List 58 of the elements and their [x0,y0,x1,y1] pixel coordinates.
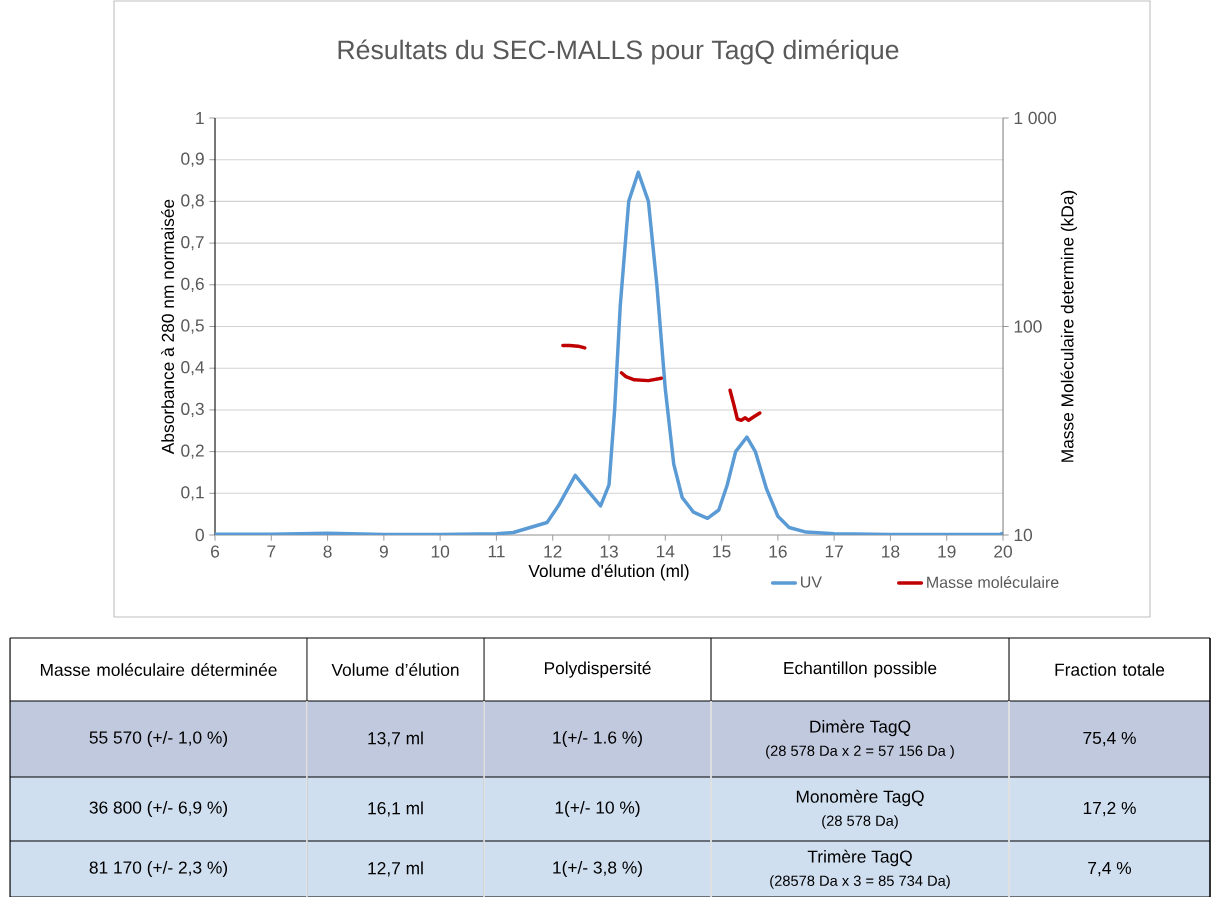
text: 7,4 % [1088,861,1132,877]
y-tick-label: 0,9 [181,152,204,167]
x-tick-label: 8 [323,545,332,558]
legend-label: Masse moléculaire [927,576,1059,588]
text: 75,4 % [1083,731,1136,747]
text: 13,7 ml [368,731,423,747]
text: Fraction totale [1055,663,1165,676]
y-axis-title: Absorbance à 280 nm normaisée [161,199,175,455]
x-tick-label: 15 [713,545,731,558]
y2-tick-label: 1 000 [1014,111,1057,125]
text: Monomère TagQ [796,789,924,807]
text: 81 170 (+/- 2,3 %) [89,860,228,878]
y2-tick-label: 100 [1014,320,1042,333]
x-tick-label: 6 [211,545,220,558]
x-tick-label: 11 [488,545,505,558]
text: (28 578 Da x 2 = 57 156 Da ) [766,745,954,759]
x-tick-label: 7 [267,545,276,558]
y-tick-label: 0,3 [181,402,204,418]
x-tick-label: 12 [544,545,562,558]
y-tick-label: 0 [195,528,204,542]
y-tick-label: 0,4 [181,361,205,376]
x-tick-label: 18 [882,545,900,558]
legend-label: UV [801,576,822,588]
x-axis-title: Volume d'élution (ml) [528,564,689,581]
x-tick-label: 14 [656,545,675,558]
text: (28 578 Da) [822,815,898,829]
x-tick-label: 20 [994,545,1012,558]
y-tick-label: 0,1 [181,486,204,501]
text: Echantillon possible [784,661,937,678]
text: 55 570 (+/- 1,0 %) [89,730,228,748]
text: 12,7 ml [368,861,423,877]
x-tick-label: 10 [431,545,450,558]
text: 17,2 % [1083,801,1136,817]
x-tick-label: 19 [938,545,956,558]
text: Masse moléculaire déterminée [40,663,277,676]
text: 1(+/- 10 %) [555,800,640,818]
x-tick-label: 16 [769,545,787,558]
y-tick-label: 1 [196,112,204,124]
y-tick-label: 0,8 [181,194,204,209]
text: 36 800 (+/- 6,9 %) [89,800,228,818]
text: Volume d’élution [331,663,459,676]
y2-tick-label: 10 [1014,528,1033,542]
y-tick-label: 0,6 [181,277,204,292]
y2-axis-title: Masse Moléculaire determine (kDa) [1060,190,1077,462]
chart-title: Résultats du SEC-MALLS pour TagQ dimérique [338,39,899,65]
text: 16,1 ml [368,801,423,817]
y-tick-label: 0,5 [181,319,204,334]
x-tick-label: 13 [600,545,618,558]
y-tick-label: 0,7 [181,235,204,251]
text: (28578 Da x 3 = 85 734 Da) [770,875,950,889]
text: Dimère TagQ [810,719,911,737]
y-tick-label: 0,2 [181,444,204,459]
text: 1(+/- 3,8 %) [553,860,642,878]
text: Polydispersité [544,661,651,678]
x-tick-label: 17 [825,545,843,558]
x-tick-label: 9 [379,545,388,558]
text: 1(+/- 1.6 %) [553,730,642,748]
text: Trimère TagQ [807,849,912,867]
